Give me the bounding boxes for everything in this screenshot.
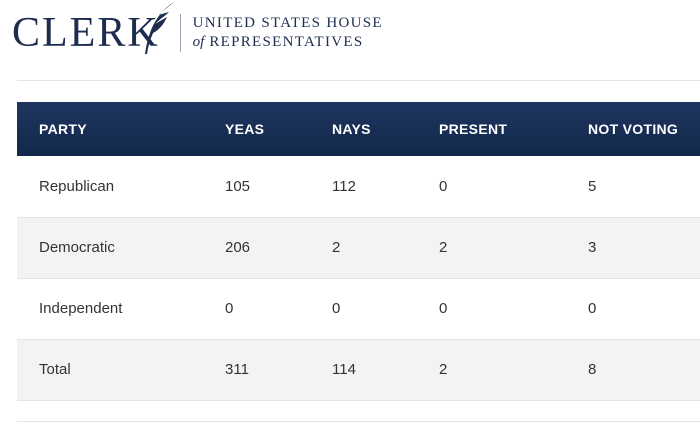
column-header-nays: NAYS: [332, 121, 371, 137]
not-voting-cell: 3: [588, 239, 597, 256]
table-header: PARTY YEAS NAYS PRESENT NOT VOTING: [17, 102, 700, 156]
table-header-row: PARTY YEAS NAYS PRESENT NOT VOTING: [17, 102, 700, 156]
not-voting-cell: 8: [588, 361, 597, 378]
party-cell: Republican: [39, 177, 115, 195]
nays-cell: 0: [332, 300, 341, 317]
nays-cell: 112: [332, 177, 356, 195]
yeas-cell: 0: [225, 300, 234, 317]
logo-line2-wrap: of REPRESENTATIVES: [193, 33, 383, 52]
quill-icon: [145, 2, 174, 54]
party-cell: Democratic: [39, 239, 115, 256]
logo-subtitle: UNITED STATES HOUSE of REPRESENTATIVES: [193, 14, 383, 52]
divider-top: [17, 80, 700, 81]
vote-totals-table: PARTY YEAS NAYS PRESENT NOT VOTING Repub…: [17, 102, 700, 401]
table-row: Republican 105 112 0 5: [17, 156, 700, 217]
present-cell: 0: [439, 300, 448, 317]
not-voting-cell: 0: [588, 300, 597, 317]
nays-cell: 2: [332, 239, 341, 256]
column-header-present: PRESENT: [439, 121, 508, 137]
present-cell: 0: [439, 177, 448, 195]
column-header-yeas: YEAS: [225, 121, 265, 137]
present-cell: 2: [439, 239, 448, 256]
logo-of: of: [192, 34, 205, 50]
logo-word-text: CLERK: [12, 10, 160, 56]
yeas-cell: 105: [225, 177, 251, 195]
table-row: Democratic 206 2 2 3: [17, 217, 700, 278]
party-cell: Total: [39, 361, 71, 378]
logo-word: CLERK: [12, 2, 174, 56]
yeas-cell: 311: [225, 361, 249, 378]
party-cell: Independent: [39, 300, 123, 317]
table-row-total: Total 311 114 2 8: [17, 339, 700, 400]
column-header-not-voting: NOT VOTING: [588, 121, 679, 137]
divider-bottom: [17, 421, 700, 422]
clerk-logo[interactable]: CLERK UNITED STATES HOUSE of REPRESENTATI…: [12, 2, 383, 60]
not-voting-cell: 5: [588, 177, 597, 195]
logo-line1: UNITED STATES HOUSE: [192, 15, 383, 31]
table-row: Independent 0 0 0 0: [17, 278, 700, 339]
column-header-party: PARTY: [39, 121, 87, 137]
yeas-cell: 206: [225, 239, 251, 256]
logo-divider: [179, 14, 181, 52]
nays-cell: 114: [332, 361, 356, 378]
table-body: Republican 105 112 0 5 Democratic 206 2 …: [17, 156, 700, 400]
present-cell: 2: [439, 361, 448, 378]
logo-line2: REPRESENTATIVES: [209, 34, 364, 50]
